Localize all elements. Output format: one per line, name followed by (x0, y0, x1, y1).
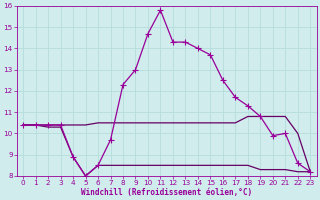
X-axis label: Windchill (Refroidissement éolien,°C): Windchill (Refroidissement éolien,°C) (81, 188, 252, 197)
